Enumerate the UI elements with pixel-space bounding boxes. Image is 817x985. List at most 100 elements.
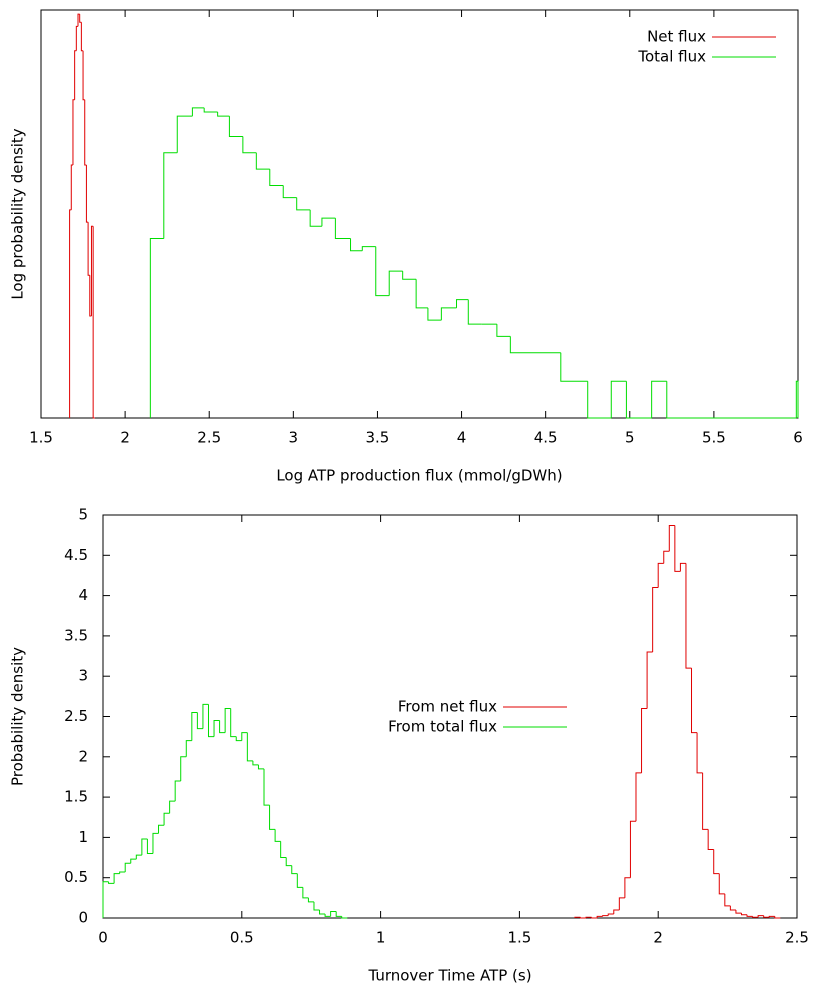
- histogram-step: [361, 246, 376, 251]
- histogram-step: [309, 209, 322, 227]
- histogram-step: [579, 917, 587, 919]
- histogram-step: [652, 587, 659, 653]
- histogram-step: [69, 209, 72, 418]
- histogram-step: [324, 913, 331, 917]
- x-axis-label: Log ATP production flux (mmol/gDWh): [276, 467, 562, 485]
- histogram-step: [629, 820, 636, 878]
- x-axis-label: Turnover Time ATP (s): [367, 967, 531, 985]
- histogram-step: [440, 307, 457, 321]
- histogram-step: [224, 707, 231, 733]
- x-tick-label: 5: [625, 429, 635, 447]
- histogram-step: [313, 901, 320, 911]
- legend-label: From net flux: [398, 698, 497, 716]
- histogram-step: [560, 352, 588, 382]
- histogram-step: [795, 380, 799, 418]
- histogram-step: [176, 115, 193, 153]
- histogram-step: [230, 708, 237, 738]
- histogram-step: [74, 50, 77, 100]
- y-tick-label: 0.5: [64, 868, 88, 886]
- histogram-step: [685, 563, 692, 669]
- histogram-step: [89, 275, 92, 317]
- histogram-step: [746, 914, 753, 917]
- y-tick-label: 4.5: [64, 546, 88, 564]
- histogram-step: [257, 764, 265, 770]
- histogram-step: [763, 915, 770, 918]
- histogram-step: [735, 909, 742, 914]
- histogram-step: [191, 711, 198, 741]
- x-tick-label: 4: [457, 429, 467, 447]
- histogram-step: [341, 916, 348, 919]
- y-tick-label: 2.5: [64, 707, 88, 725]
- histogram-step: [509, 336, 561, 354]
- histogram-step: [84, 99, 87, 166]
- histogram-step: [202, 703, 209, 729]
- histogram-step: [674, 525, 681, 572]
- histogram-step: [707, 829, 714, 850]
- histogram-step: [90, 225, 94, 316]
- histogram-step: [679, 562, 686, 572]
- histogram-step: [146, 839, 153, 855]
- histogram-step: [219, 720, 226, 734]
- histogram-step: [625, 381, 652, 419]
- histogram-step: [235, 736, 242, 742]
- histogram-step: [663, 550, 670, 564]
- histogram-step: [180, 756, 187, 781]
- histogram-step: [119, 871, 126, 874]
- histogram-step: [217, 112, 230, 117]
- histogram-step: [752, 916, 759, 918]
- plot-frame: [40, 9, 799, 419]
- histogram-step: [130, 858, 137, 864]
- histogram-step: [350, 238, 363, 252]
- histogram-step: [72, 99, 75, 166]
- histogram-step: [607, 913, 614, 916]
- x-tick-label: 6: [793, 429, 803, 447]
- histogram-step: [415, 279, 428, 309]
- histogram-step: [296, 873, 303, 888]
- histogram-step: [255, 152, 270, 170]
- y-axis-label: Log probability density: [9, 128, 27, 299]
- histogram-step: [82, 50, 85, 101]
- x-tick-label: 5.5: [702, 429, 726, 447]
- x-tick-label: 0.5: [230, 929, 254, 947]
- histogram-step: [702, 772, 709, 830]
- histogram-step: [496, 324, 511, 337]
- x-tick-label: 1.5: [507, 929, 531, 947]
- histogram-step: [280, 841, 287, 859]
- x-tick-label: 3: [289, 429, 299, 447]
- histogram-step: [185, 740, 192, 757]
- histogram-step: [85, 165, 89, 223]
- histogram-step: [757, 915, 764, 918]
- histogram-step: [263, 768, 270, 806]
- histogram-step: [242, 136, 257, 154]
- histogram-step: [163, 812, 170, 826]
- histogram-step: [602, 915, 609, 917]
- histogram-step: [718, 873, 725, 895]
- legend-label: Total flux: [637, 48, 706, 66]
- histogram-step: [196, 712, 203, 730]
- histogram-step: [334, 218, 351, 239]
- histogram-step: [241, 732, 248, 741]
- x-tick-label: 4.5: [534, 429, 558, 447]
- histogram-step: [713, 849, 720, 875]
- histogram-step: [296, 197, 311, 211]
- y-tick-label: 5: [78, 506, 88, 524]
- histogram-step: [587, 381, 612, 419]
- y-tick-label: 0: [78, 909, 88, 927]
- histogram-step: [152, 832, 159, 854]
- histogram-step: [635, 772, 642, 822]
- histogram-step: [92, 226, 95, 419]
- histogram-step: [269, 169, 284, 186]
- x-tick-label: 1: [376, 929, 386, 947]
- x-tick-label: 0: [98, 929, 108, 947]
- histogram-step: [228, 116, 243, 137]
- y-tick-label: 1.5: [64, 788, 88, 806]
- histogram-step: [75, 25, 79, 51]
- histogram-step: [641, 707, 648, 773]
- plot-frame: [102, 514, 798, 919]
- x-tick-label: 2.5: [785, 929, 809, 947]
- histogram-step: [282, 185, 297, 199]
- histogram-step: [252, 760, 259, 766]
- histogram-step: [651, 380, 667, 418]
- histogram-step: [113, 873, 120, 884]
- histogram-step: [624, 877, 631, 898]
